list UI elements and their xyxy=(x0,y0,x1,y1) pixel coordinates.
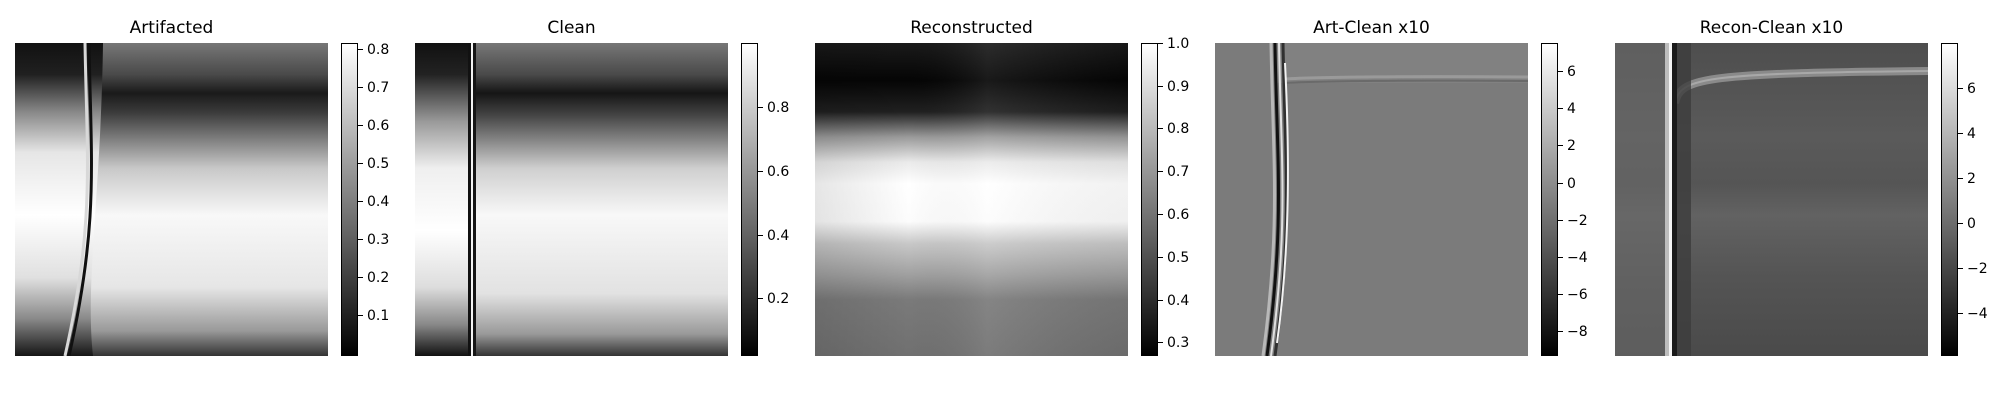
colorbar-tick-label: −2 xyxy=(1567,213,1588,229)
colorbar-tick-label: 0.7 xyxy=(1167,164,1189,180)
heatmap-reconstructed xyxy=(815,43,1128,356)
colorbar-tick-label: 0.3 xyxy=(1167,335,1189,351)
colorbar-tick-label: 0.4 xyxy=(767,228,789,244)
heatmap-clean xyxy=(415,43,728,356)
colorbar-tick-label: 0.6 xyxy=(767,164,789,180)
colorbar-tick-label: −2 xyxy=(1967,261,1988,277)
colorbar-tick xyxy=(1558,145,1563,146)
colorbar-tick-label: 0.6 xyxy=(367,118,389,134)
colorbar-tick-label: 0.4 xyxy=(367,194,389,210)
colorbar-tick xyxy=(1158,128,1163,129)
colorbar-tick xyxy=(1958,178,1963,179)
colorbar-tick-label: 4 xyxy=(1567,101,1576,117)
colorbar-tick xyxy=(1958,88,1963,89)
heatmap-art-clean xyxy=(1215,43,1528,356)
colorbar-tick xyxy=(1158,171,1163,172)
panel-title: Artifacted xyxy=(15,18,328,38)
colorbar-tick-label: 0.2 xyxy=(767,291,789,307)
colorbar-tick-label: −4 xyxy=(1967,306,1988,322)
colorbar-tick-label: 6 xyxy=(1967,81,1976,97)
colorbar-tick-label: 0.2 xyxy=(367,270,389,286)
panel-title: Recon-Clean x10 xyxy=(1615,18,1928,38)
heatmap-artifacted xyxy=(15,43,328,356)
colorbar-tick xyxy=(358,201,363,202)
colorbar-art-clean xyxy=(1541,43,1558,356)
colorbar-tick xyxy=(1558,220,1563,221)
colorbar-tick xyxy=(1958,223,1963,224)
colorbar-tick xyxy=(1158,43,1163,44)
colorbar-tick xyxy=(758,235,763,236)
colorbar-tick xyxy=(1158,257,1163,258)
colorbar-tick xyxy=(1558,294,1563,295)
colorbar-tick-label: 2 xyxy=(1967,171,1976,187)
colorbar-tick-label: 0.3 xyxy=(367,232,389,248)
colorbar-tick-label: −6 xyxy=(1567,287,1588,303)
colorbar-tick xyxy=(358,239,363,240)
colorbar-tick xyxy=(358,277,363,278)
colorbar-tick-label: 2 xyxy=(1567,138,1576,154)
colorbar-tick-label: 0.6 xyxy=(1167,207,1189,223)
colorbar-tick xyxy=(358,87,363,88)
colorbar-artifacted xyxy=(341,43,358,356)
colorbar-tick-label: 0.7 xyxy=(367,80,389,96)
colorbar-tick xyxy=(358,49,363,50)
colorbar-tick xyxy=(1558,108,1563,109)
colorbar-tick xyxy=(1958,313,1963,314)
panel-title: Clean xyxy=(415,18,728,38)
colorbar-tick-label: 0.8 xyxy=(767,100,789,116)
heatmap-recon-clean xyxy=(1615,43,1928,356)
colorbar-tick xyxy=(358,125,363,126)
colorbar-reconstructed xyxy=(1141,43,1158,356)
colorbar-tick-label: 0 xyxy=(1567,176,1576,192)
colorbar-tick xyxy=(1958,268,1963,269)
colorbar-tick xyxy=(1158,86,1163,87)
colorbar-tick-label: 0.1 xyxy=(367,308,389,324)
colorbar-tick-label: −4 xyxy=(1567,250,1588,266)
colorbar-tick-label: 0.8 xyxy=(367,42,389,58)
colorbar-tick xyxy=(758,171,763,172)
colorbar-tick-label: 0.5 xyxy=(367,156,389,172)
colorbar-tick xyxy=(758,107,763,108)
colorbar-tick xyxy=(758,298,763,299)
colorbar-tick xyxy=(1158,342,1163,343)
colorbar-tick-label: 4 xyxy=(1967,126,1976,142)
colorbar-recon-clean xyxy=(1941,43,1958,356)
colorbar-tick xyxy=(1558,257,1563,258)
colorbar-tick-label: 0.4 xyxy=(1167,293,1189,309)
colorbar-tick xyxy=(1158,300,1163,301)
colorbar-tick-label: 0.9 xyxy=(1167,79,1189,95)
colorbar-tick-label: 0 xyxy=(1967,216,1976,232)
panel-title: Reconstructed xyxy=(815,18,1128,38)
colorbar-tick xyxy=(358,163,363,164)
colorbar-tick-label: 6 xyxy=(1567,64,1576,80)
colorbar-tick xyxy=(1558,183,1563,184)
colorbar-clean xyxy=(741,43,758,356)
colorbar-tick-label: 1.0 xyxy=(1167,36,1189,52)
colorbar-tick-label: −8 xyxy=(1567,324,1588,340)
colorbar-tick xyxy=(1558,71,1563,72)
colorbar-tick xyxy=(1958,133,1963,134)
colorbar-tick-label: 0.5 xyxy=(1167,250,1189,266)
colorbar-tick-label: 0.8 xyxy=(1167,121,1189,137)
colorbar-tick xyxy=(358,315,363,316)
colorbar-tick xyxy=(1158,214,1163,215)
colorbar-tick xyxy=(1558,331,1563,332)
panel-title: Art-Clean x10 xyxy=(1215,18,1528,38)
